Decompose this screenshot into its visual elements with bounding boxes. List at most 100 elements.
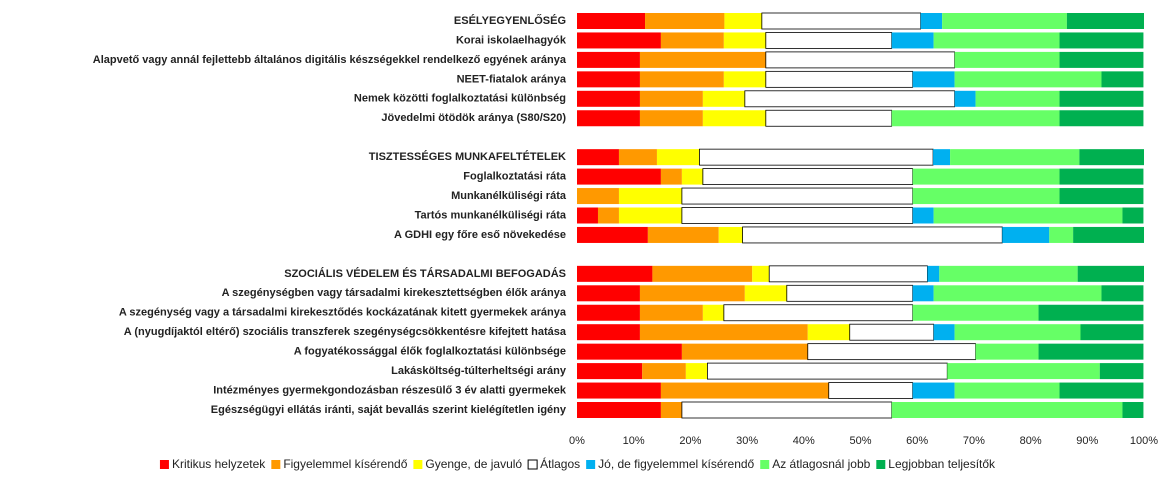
bar-segment [1038, 343, 1144, 360]
bar-segment [577, 71, 640, 88]
bar-segment [577, 110, 640, 127]
bar-segment [939, 265, 1078, 282]
bar-segment [652, 265, 753, 282]
legend-label: Gyenge, de javuló [425, 457, 522, 471]
category-label: Munkanélküliségi ráta [451, 190, 567, 202]
legend-label: Átlagos [540, 456, 580, 471]
category-label: A szegénységben vagy társadalmi kirekesz… [222, 287, 567, 299]
bar-segment [891, 32, 934, 49]
bar-segment [752, 265, 770, 282]
legend-swatch [159, 460, 169, 469]
bar-segment [681, 401, 893, 419]
bar-segment [597, 207, 619, 224]
bar-segment [577, 13, 646, 29]
bar-segment [891, 402, 1123, 418]
bar-segment [933, 285, 1102, 302]
bar-segment [639, 304, 703, 321]
bar-segment [639, 110, 703, 127]
bar-segment [1038, 304, 1144, 321]
x-tick-label: 30% [736, 435, 758, 447]
bar-segment [954, 90, 976, 107]
legend-swatch [876, 460, 886, 469]
bar-segment [577, 343, 682, 360]
bar-segment [1099, 363, 1144, 380]
bar-segment [768, 265, 928, 283]
x-tick-label: 100% [1130, 435, 1158, 447]
bar-segment [975, 343, 1039, 360]
category-label: Nemek közötti foglalkoztatási különbség [354, 93, 566, 105]
bar-segment [577, 51, 640, 68]
bar-segment [681, 343, 808, 360]
category-label: Intézményes gyermekgondozásban részesülő… [213, 384, 567, 396]
legend-swatch [760, 460, 770, 469]
category-label: A fogyatékossággal élők foglalkoztatási … [294, 346, 566, 358]
bar-segment [927, 265, 940, 282]
bar-segment [912, 382, 955, 399]
bar-segment [660, 168, 682, 185]
bar-segment [577, 402, 661, 418]
bar-segment [1122, 402, 1144, 418]
legend-swatch [413, 460, 423, 469]
bar-segment [618, 207, 682, 224]
bar-segment [577, 188, 619, 205]
bar-segment [1079, 149, 1144, 166]
bar-segment [645, 13, 725, 29]
bar-segment [577, 90, 640, 107]
x-tick-label: 90% [1076, 435, 1098, 447]
x-tick-label: 60% [906, 435, 928, 447]
legend-label: Jó, de figyelemmel kísérendő [598, 457, 754, 471]
bar-segment [660, 402, 682, 418]
bar-segment [577, 363, 643, 380]
bar-segment [681, 207, 914, 224]
bar-segment [702, 168, 914, 186]
x-tick-label: 10% [623, 435, 645, 447]
bar-segment [942, 13, 1067, 29]
bar-segment [912, 188, 1060, 205]
bar-segment [639, 324, 808, 341]
category-label: A (nyugdíjaktól eltérő) szociális transz… [124, 326, 567, 338]
bar-segment [707, 362, 948, 380]
x-tick-label: 40% [793, 435, 815, 447]
bar-segment [681, 168, 703, 185]
bar-segment [807, 324, 850, 341]
bar-segment [685, 363, 708, 380]
category-label: Korai iskolaelhagyók [456, 34, 567, 46]
bar-segment [577, 32, 661, 49]
category-label: Egészségügyi ellátás iránti, saját beval… [211, 404, 567, 416]
bar-segment [1059, 382, 1144, 399]
bar-segment [765, 32, 893, 49]
bar-segment [723, 71, 766, 88]
bar-segment [577, 168, 661, 185]
bar-segment [744, 90, 956, 108]
category-label: Tartós munkanélküliségi ráta [415, 209, 567, 221]
category-label: SZOCIÁLIS VÉDELEM ÉS TÁRSADALMI BEFOGADÁ… [284, 267, 566, 280]
bar-segment [950, 149, 1080, 166]
bar-segment [724, 13, 762, 29]
bar-segment [947, 363, 1100, 380]
bar-segment [642, 363, 686, 380]
bar-segment [723, 304, 914, 322]
x-tick-label: 0% [569, 435, 585, 447]
bar-segment [920, 13, 943, 29]
bar-segment [639, 51, 766, 68]
bar-segment [1002, 226, 1050, 243]
bar-segment [807, 343, 977, 361]
legend-swatch [527, 459, 538, 470]
bar-segment [618, 149, 657, 166]
category-label: Jövedelmi ötödök aránya (S80/S20) [381, 112, 566, 124]
bar-segment [933, 207, 1123, 224]
bar-segment [577, 265, 653, 282]
bar-segment [1059, 168, 1144, 185]
bar-segment [681, 187, 914, 205]
legend-label: Figyelemmel kísérendő [283, 457, 407, 471]
category-label: ESÉLYEGYENLŐSÉG [454, 14, 566, 27]
bar-segment [639, 285, 745, 302]
bar-segment [912, 168, 1060, 185]
bar-segment [577, 304, 640, 321]
bar-segment [954, 51, 1060, 68]
bar-segment [647, 226, 719, 243]
bar-segment [639, 71, 724, 88]
bar-segment [660, 32, 724, 49]
bar-segment [618, 188, 682, 205]
